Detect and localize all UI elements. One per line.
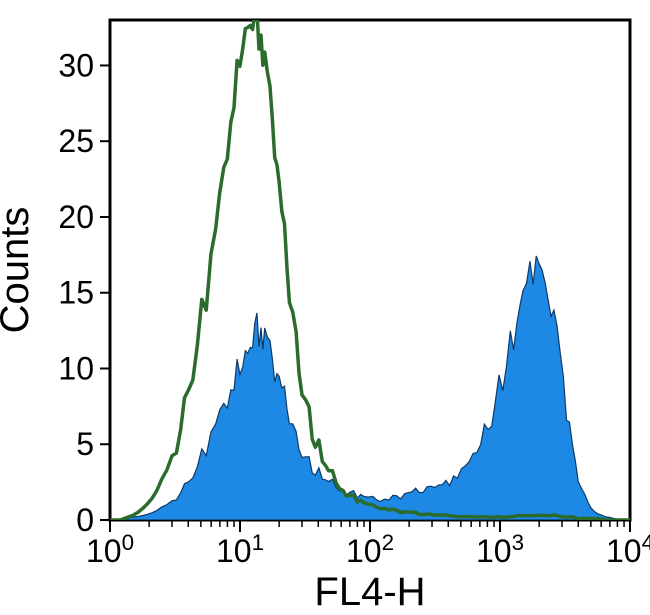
svg-text:25: 25 [58, 123, 94, 159]
chart-svg: 051015202530100101102103104CountsFL4-H [0, 0, 650, 615]
flow-cytometry-histogram: 051015202530100101102103104CountsFL4-H [0, 0, 650, 615]
svg-text:10: 10 [58, 350, 94, 386]
x-axis-label: FL4-H [314, 570, 425, 614]
svg-text:20: 20 [58, 199, 94, 235]
svg-text:15: 15 [58, 275, 94, 311]
svg-text:5: 5 [76, 426, 94, 462]
y-axis-label: Counts [0, 207, 37, 334]
svg-text:30: 30 [58, 47, 94, 83]
